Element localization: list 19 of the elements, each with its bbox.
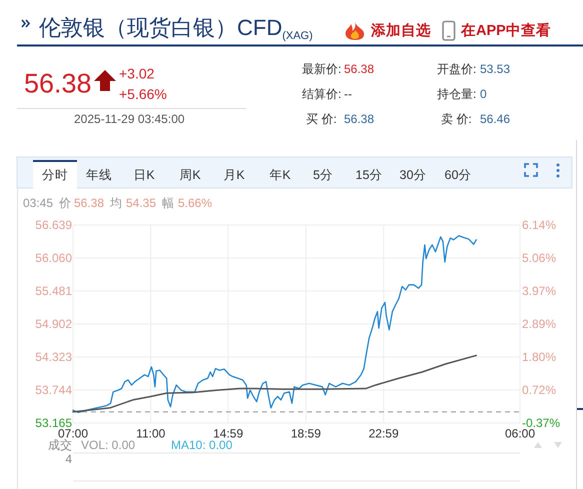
annotation: 56.38	[344, 62, 374, 76]
annotation: +3.02	[119, 66, 154, 82]
annotation: 56.38	[24, 68, 92, 98]
title: 伦敦银（现货白银）CFD$_{(XAG)}$	[39, 15, 313, 42]
annotation: 2025-11-29 03:45:00	[74, 112, 185, 126]
annotation: +5.66%	[119, 86, 167, 102]
annotation: 56.46	[480, 112, 510, 126]
annotation: 结算价:	[302, 87, 342, 101]
annotation: 0	[480, 87, 487, 101]
annotation: 最新价:	[302, 62, 342, 76]
annotation: --	[344, 87, 352, 101]
annotation: 持仓量:	[437, 87, 476, 101]
annotation: 添加自选	[371, 23, 431, 39]
annotation: 买 价:	[306, 112, 337, 126]
annotation: 卖 价:	[441, 112, 472, 126]
annotation: 53.53	[480, 62, 510, 76]
annotation: 56.38	[344, 112, 374, 126]
annotation: 开盘价:	[437, 62, 476, 76]
annotation: 在APP中查看	[461, 23, 551, 39]
